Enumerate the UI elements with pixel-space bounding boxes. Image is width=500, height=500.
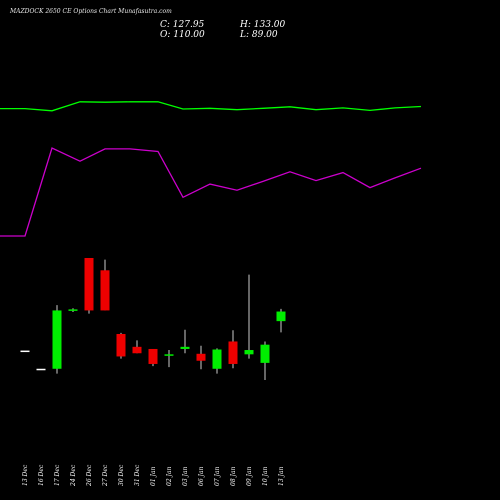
candle-body bbox=[148, 348, 158, 364]
indicator-line-2 bbox=[0, 147, 422, 237]
x-tick-label: 02 Jan bbox=[166, 466, 173, 486]
x-tick-label: 07 Jan bbox=[214, 466, 221, 486]
x-tick-label: 13 Dec bbox=[22, 464, 29, 486]
x-tick-label: 09 Jan bbox=[246, 466, 253, 486]
candle-2 bbox=[36, 368, 46, 371]
candle-body bbox=[228, 341, 238, 364]
candle-body bbox=[36, 368, 46, 371]
x-tick-label: 06 Jan bbox=[198, 466, 205, 486]
x-tick-label: 08 Jan bbox=[230, 466, 237, 486]
candle-12 bbox=[196, 345, 206, 370]
close-price: C: 127.95 bbox=[160, 20, 205, 30]
candle-16 bbox=[260, 341, 270, 380]
candle-1 bbox=[20, 350, 30, 353]
candle-11 bbox=[180, 329, 190, 354]
candle-14 bbox=[228, 330, 238, 369]
candle-body bbox=[84, 258, 94, 311]
candle-body bbox=[132, 346, 142, 354]
candle-body bbox=[20, 350, 30, 353]
candle-4 bbox=[68, 308, 78, 313]
candle-body bbox=[244, 350, 254, 355]
high-price: H: 133.00 bbox=[240, 20, 286, 30]
x-tick-label: 30 Dec bbox=[118, 464, 125, 486]
candle-13 bbox=[212, 348, 222, 374]
candle-body bbox=[52, 310, 62, 369]
candle-body bbox=[260, 344, 270, 363]
candle-7 bbox=[116, 332, 126, 359]
x-tick-label: 24 Dec bbox=[70, 464, 77, 487]
candle-8 bbox=[132, 340, 142, 354]
candle-5 bbox=[84, 258, 94, 314]
candle-body bbox=[116, 333, 126, 357]
candle-body bbox=[164, 354, 174, 356]
candle-15 bbox=[244, 274, 254, 359]
candle-body bbox=[68, 309, 78, 311]
x-tick-label: 16 Dec bbox=[38, 464, 45, 486]
x-tick-label: 26 Dec bbox=[86, 464, 93, 487]
candle-10 bbox=[164, 350, 174, 368]
candle-body bbox=[276, 311, 286, 322]
chart-title: MAZDOCK 2650 CE Options Chart Munafasutr… bbox=[10, 8, 172, 15]
candle-6 bbox=[100, 259, 110, 311]
candle-body bbox=[212, 349, 222, 369]
candle-17 bbox=[276, 308, 286, 333]
candle-body bbox=[180, 346, 190, 349]
candle-9 bbox=[148, 348, 158, 367]
x-tick-label: 01 Jan bbox=[150, 466, 157, 486]
low-price: L: 89.00 bbox=[240, 30, 278, 40]
candle-body bbox=[196, 353, 206, 361]
candle-body bbox=[100, 270, 110, 311]
open-price: O: 110.00 bbox=[160, 30, 205, 40]
x-tick-label: 31 Dec bbox=[134, 464, 141, 486]
indicator-line-1 bbox=[0, 101, 422, 112]
x-tick-label: 10 Jan bbox=[262, 466, 269, 486]
x-tick-label: 27 Dec bbox=[102, 464, 109, 487]
candle-3 bbox=[52, 305, 62, 374]
x-tick-label: 03 Jan bbox=[182, 466, 189, 486]
x-tick-label: 17 Dec bbox=[54, 464, 61, 486]
x-tick-label: 13 Jan bbox=[278, 466, 285, 486]
